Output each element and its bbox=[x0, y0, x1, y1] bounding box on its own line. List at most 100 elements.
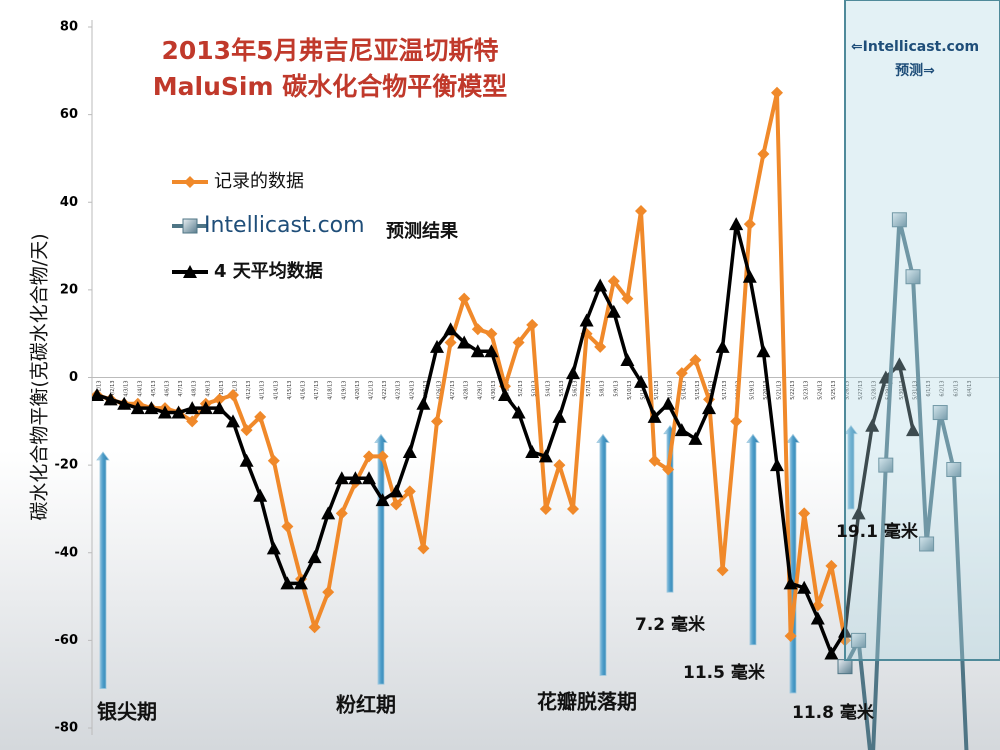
point bbox=[635, 205, 647, 218]
point bbox=[294, 576, 308, 590]
forecast-label: 预测⇒ bbox=[895, 62, 935, 79]
x-tick-label: 4/13/13 bbox=[260, 381, 266, 400]
point bbox=[674, 423, 689, 437]
x-tick-label: 5/20/13 bbox=[763, 381, 769, 400]
point bbox=[348, 471, 363, 485]
x-tick-label: 4/19/13 bbox=[341, 381, 347, 400]
x-tick-label: 4/4/13 bbox=[137, 381, 143, 397]
x-tick-label: 5/12/13 bbox=[654, 381, 660, 400]
point bbox=[183, 265, 197, 278]
point bbox=[729, 217, 744, 231]
y-tick-label: 0 bbox=[69, 370, 78, 385]
x-tick-label: 4/28/13 bbox=[464, 381, 470, 400]
point bbox=[182, 218, 198, 234]
point bbox=[512, 336, 525, 349]
x-tick-label: 4/23/13 bbox=[396, 381, 402, 400]
point bbox=[661, 396, 676, 410]
point bbox=[485, 327, 498, 340]
point bbox=[227, 389, 239, 402]
point bbox=[526, 318, 539, 331]
point bbox=[851, 506, 866, 520]
point bbox=[525, 444, 540, 458]
point bbox=[334, 471, 349, 485]
point bbox=[212, 401, 227, 415]
point bbox=[606, 304, 621, 318]
point bbox=[158, 405, 172, 419]
point bbox=[198, 401, 213, 415]
point bbox=[837, 659, 853, 675]
point bbox=[784, 629, 797, 642]
point bbox=[662, 463, 675, 476]
x-tick-label: 4/26/13 bbox=[437, 381, 443, 400]
point bbox=[239, 453, 254, 467]
point bbox=[185, 401, 200, 415]
point bbox=[579, 313, 594, 327]
point bbox=[171, 405, 186, 419]
point bbox=[891, 212, 907, 228]
x-tick-label: 5/14/13 bbox=[681, 381, 687, 400]
x-tick-label: 5/4/13 bbox=[545, 381, 551, 397]
point bbox=[715, 339, 730, 353]
point bbox=[688, 431, 703, 445]
annotation: 19.1 毫米 bbox=[836, 521, 919, 542]
point bbox=[538, 449, 553, 463]
x-tick-label: 5/13/13 bbox=[668, 381, 674, 400]
point bbox=[553, 459, 566, 472]
point bbox=[621, 292, 634, 305]
point bbox=[743, 218, 756, 231]
x-tick-label: 4/14/13 bbox=[273, 381, 279, 400]
forecast-region bbox=[844, 0, 1000, 661]
point bbox=[402, 444, 417, 458]
point bbox=[267, 454, 280, 467]
x-tick-label: 5/31/13 bbox=[913, 381, 919, 400]
point bbox=[511, 405, 526, 419]
point bbox=[552, 409, 567, 423]
x-tick-label: 4/1/13 bbox=[97, 381, 103, 397]
x-tick-label: 6/1/13 bbox=[926, 381, 932, 397]
point bbox=[567, 502, 579, 515]
point bbox=[390, 498, 403, 511]
x-tick-label: 5/21/13 bbox=[777, 381, 783, 400]
point bbox=[389, 484, 404, 498]
point bbox=[431, 415, 443, 428]
annotation: 银尖期 bbox=[97, 700, 157, 724]
point bbox=[457, 335, 472, 349]
point bbox=[756, 344, 771, 358]
annotation: 7.2 毫米 bbox=[635, 614, 706, 635]
x-tick-label: 4/27/13 bbox=[450, 381, 456, 400]
legend-label: Intellicast.com bbox=[204, 213, 365, 238]
point bbox=[280, 576, 295, 590]
x-tick-label: 5/22/13 bbox=[790, 381, 796, 400]
x-tick-label: 5/9/13 bbox=[613, 381, 619, 397]
point bbox=[362, 471, 376, 485]
x-tick-label: 5/3/13 bbox=[532, 381, 538, 397]
x-tick-label: 5/17/13 bbox=[722, 381, 728, 400]
point bbox=[322, 586, 335, 599]
point bbox=[417, 542, 430, 555]
point bbox=[783, 576, 798, 590]
point bbox=[771, 86, 783, 99]
annotation: 花瓣脱落期 bbox=[537, 690, 637, 714]
x-tick-label: 6/2/13 bbox=[940, 381, 946, 397]
point bbox=[865, 418, 880, 432]
point bbox=[566, 366, 580, 380]
x-tick-label: 4/2/13 bbox=[110, 381, 116, 397]
point bbox=[757, 148, 770, 161]
x-tick-label: 4/21/13 bbox=[369, 381, 375, 400]
point bbox=[675, 367, 688, 380]
point bbox=[824, 646, 839, 660]
y-tick-label: -80 bbox=[55, 721, 79, 736]
forecast-label: ⇐Intellicast.com bbox=[851, 39, 979, 55]
point bbox=[648, 454, 661, 467]
point bbox=[702, 401, 716, 415]
annotation: 11.8 毫米 bbox=[792, 702, 875, 723]
x-tick-label: 5/2/13 bbox=[518, 381, 524, 397]
point bbox=[620, 352, 635, 366]
x-tick-label: 4/6/13 bbox=[165, 381, 171, 397]
point bbox=[906, 423, 920, 437]
point bbox=[730, 415, 743, 428]
point bbox=[92, 388, 104, 402]
x-tick-label: 4/29/13 bbox=[477, 381, 483, 400]
x-tick-label: 4/8/13 bbox=[192, 381, 198, 397]
point bbox=[458, 292, 471, 305]
